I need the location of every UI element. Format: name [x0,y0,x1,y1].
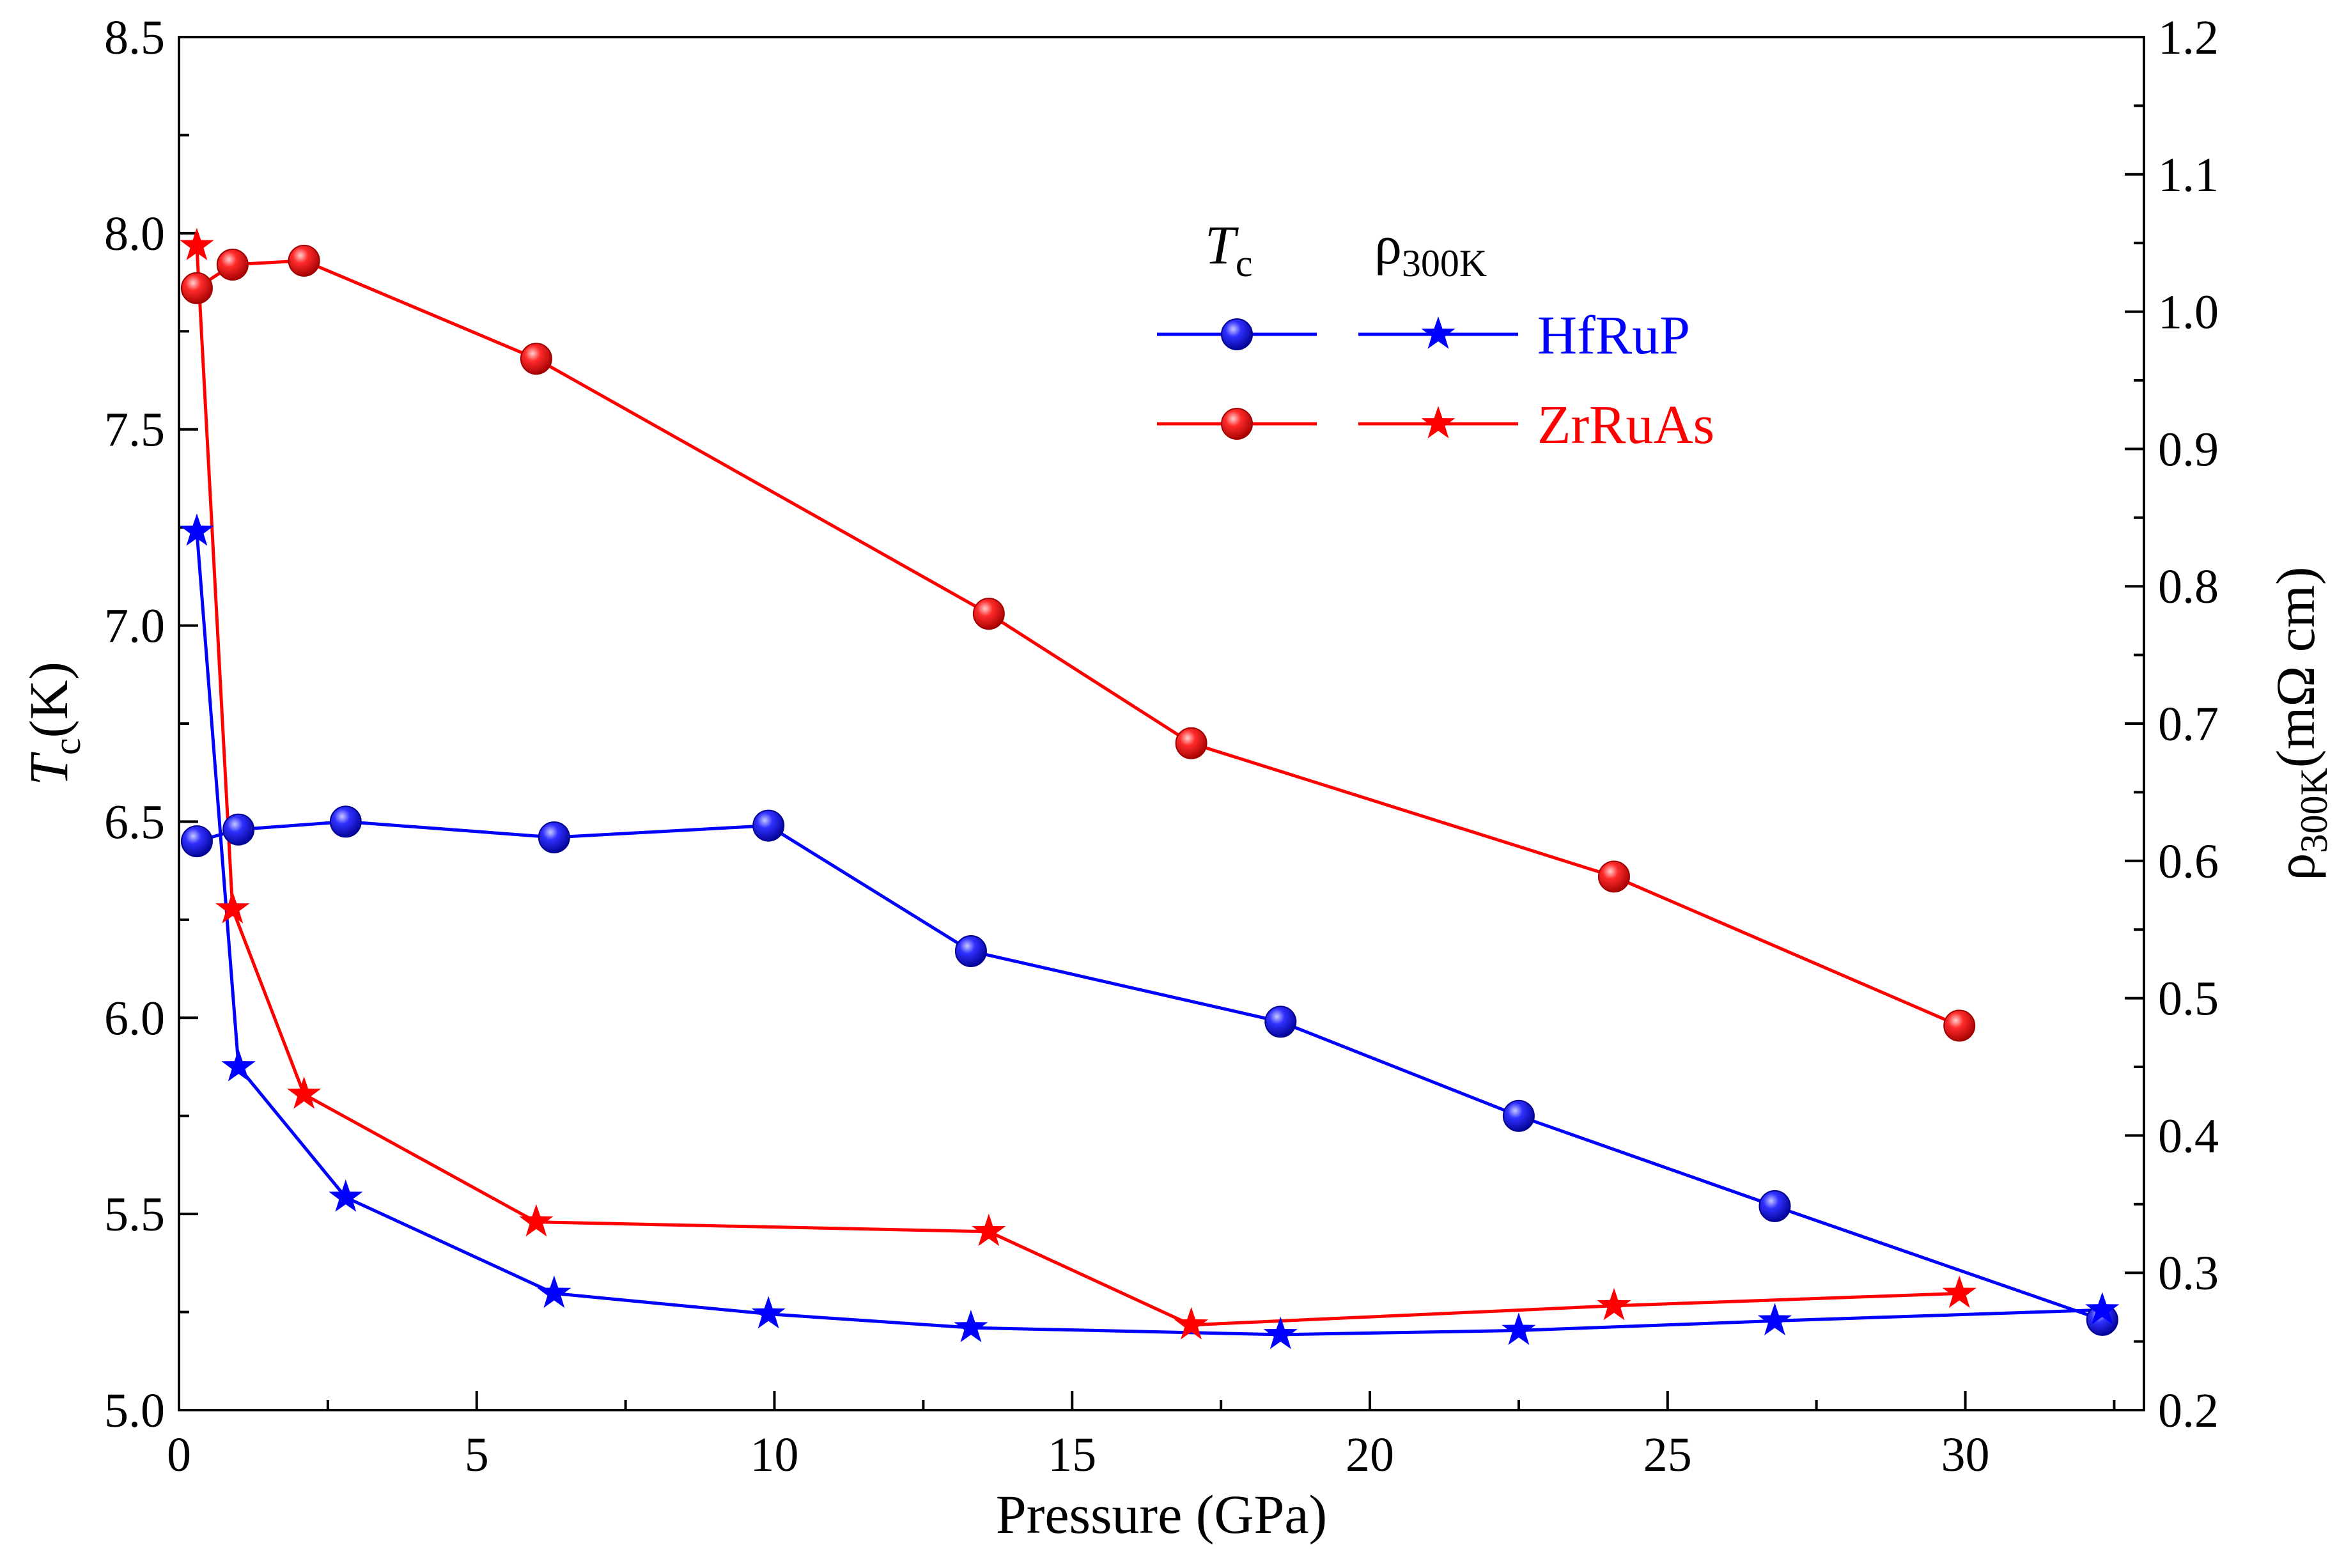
y-axis-label-right: ρ300K(mΩ cm) [2265,567,2335,881]
y-right-tick-label: 0.4 [2158,1109,2219,1163]
legend-header-rho: ρ300K [1374,214,1487,284]
series-line-hfrup-rho300k [195,531,2102,1337]
point-hfrup-tc [222,813,255,846]
point-hfrup-rho300k [2085,1292,2120,1324]
point-zrruas-tc [1943,1009,1976,1042]
point-zrruas-rho300k [1174,1307,1209,1340]
x-tick-label: 25 [1643,1428,1692,1482]
point-hfrup-rho300k [1263,1316,1298,1349]
legend-hfrup-tc-marker [1221,318,1253,350]
y-left-tick-label: 6.0 [104,991,165,1045]
y-right-tick-label: 0.3 [2158,1246,2219,1300]
y-right-tick-label: 0.8 [2158,560,2219,614]
y-left-tick-label: 5.5 [104,1188,165,1241]
point-hfrup-tc [1502,1099,1535,1132]
point-hfrup-tc [329,805,362,838]
y-right-tick-label: 1.2 [2158,11,2219,65]
y-axis-label-left: Tc(K) [18,662,88,786]
x-axis-label: Pressure (GPa) [996,1484,1327,1545]
point-hfrup-tc [1759,1190,1791,1222]
point-hfrup-rho300k [954,1310,988,1342]
x-tick-label: 0 [167,1428,191,1482]
legend-zrruas-label: ZrRuAs [1537,394,1714,455]
legend-hfrup-rho-marker [1421,316,1456,349]
point-hfrup-rho300k [1757,1303,1792,1335]
legend-zrruas-tc-marker [1221,408,1253,440]
series-line-hfrup-tc [196,819,2103,1322]
y-right-tick-label: 1.0 [2158,286,2219,339]
point-hfrup-tc [538,821,570,853]
point-hfrup-tc [954,935,987,967]
series-markers [180,228,2120,1349]
x-tick-label: 20 [1346,1428,1394,1482]
x-tick-label: 5 [465,1428,489,1482]
x-tick-label: 15 [1048,1428,1096,1482]
point-zrruas-rho300k [972,1213,1006,1246]
point-hfrup-rho300k [221,1049,256,1082]
y-right-tick-label: 1.1 [2158,148,2219,202]
point-hfrup-rho300k [537,1275,571,1308]
y-left-tick-label: 7.0 [104,600,165,653]
point-hfrup-tc [752,809,785,842]
point-hfrup-rho300k [1502,1312,1536,1346]
axis-ticks [178,36,2144,1411]
point-zrruas-tc [1175,727,1207,759]
point-hfrup-rho300k [180,513,214,546]
y-right-tick-label: 0.2 [2158,1384,2219,1438]
point-zrruas-rho300k [1942,1275,1976,1308]
tick-labels: 0 5 10 15 20 25 30 5.0 5.5 6.0 6.5 7.0 7.5 8.0 8.5 0.2 0… [104,11,2219,1482]
y-left-tick-label: 6.5 [104,795,165,849]
point-hfrup-rho300k [751,1296,786,1329]
point-hfrup-rho300k [329,1179,363,1212]
point-zrruas-tc [288,244,320,277]
y-left-tick-label: 8.0 [104,207,165,261]
series-line-zrruas-rho300k [195,245,1960,1327]
y-right-tick-label: 0.6 [2158,835,2219,889]
y-right-tick-label: 0.7 [2158,697,2219,751]
legend: Tc ρ300K HfRuP ZrRuAs [1157,214,1714,455]
point-zrruas-rho300k [1597,1287,1631,1321]
y-right-tick-label: 0.5 [2158,972,2219,1026]
point-zrruas-tc [1597,860,1630,893]
point-zrruas-tc [520,343,552,375]
y-left-tick-label: 7.5 [104,403,165,457]
y-right-tick-label: 0.9 [2158,423,2219,476]
x-tick-label: 30 [1941,1428,1990,1482]
point-zrruas-tc [216,248,249,281]
point-zrruas-rho300k [180,228,214,261]
x-tick-label: 10 [750,1428,799,1482]
point-zrruas-tc [972,598,1005,630]
point-zrruas-rho300k [215,891,250,924]
y-left-tick-label: 8.5 [104,11,165,65]
point-zrruas-tc [180,272,213,304]
series-lines [195,245,2103,1337]
point-hfrup-tc [1264,1005,1297,1038]
point-zrruas-rho300k [519,1204,554,1237]
point-zrruas-rho300k [287,1076,322,1109]
point-hfrup-tc [180,825,213,858]
y-left-tick-label: 5.0 [104,1384,165,1438]
legend-zrruas-rho-marker [1421,406,1456,439]
legend-header-tc: Tc [1205,214,1252,284]
legend-hfrup-label: HfRuP [1537,304,1690,366]
